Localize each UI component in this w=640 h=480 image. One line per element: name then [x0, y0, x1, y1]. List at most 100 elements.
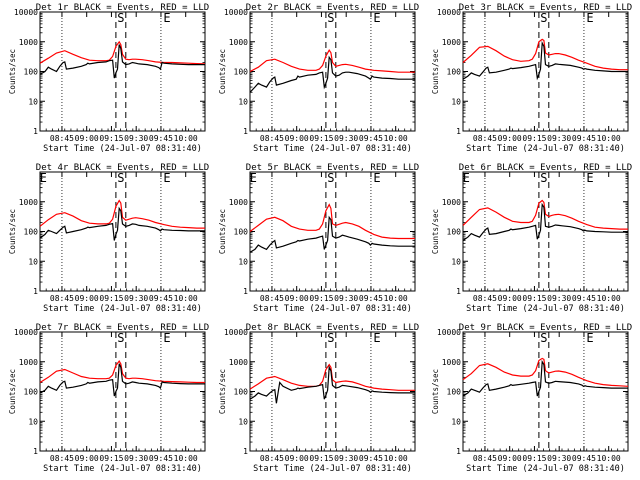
- lld-series-line: [249, 49, 415, 73]
- plot-frame: [39, 331, 206, 452]
- x-tick-label: 08:45: [473, 134, 497, 143]
- x-tick-label: 10:00: [384, 294, 408, 303]
- x-tick-label: 09:30: [547, 134, 571, 143]
- x-tick-label: 08:45: [260, 454, 284, 463]
- x-tick-label: 09:15: [309, 134, 333, 143]
- y-axis-label: Counts/sec: [8, 369, 17, 414]
- y-tick-label: 100: [234, 228, 249, 237]
- plot-frame: [39, 171, 206, 292]
- x-tick-label: 09:45: [149, 134, 173, 143]
- x-tick-label: 09:00: [75, 134, 99, 143]
- y-tick-label: 1000: [229, 358, 248, 367]
- x-tick-label: 08:45: [473, 294, 497, 303]
- x-axis-label: Start Time (24-Jul-07 08:31:40): [253, 464, 412, 474]
- y-tick-label: 10000: [224, 8, 248, 17]
- y-axis-label: Counts/sec: [8, 49, 17, 94]
- events-series-line: [462, 359, 628, 397]
- x-axis-label: Start Time (24-Jul-07 08:31:40): [466, 464, 625, 474]
- y-tick-label: 10: [451, 417, 461, 426]
- x-tick-label: 10:00: [597, 294, 621, 303]
- panel-title: Det 4r BLACK = Events, RED = LLD: [36, 163, 209, 173]
- panel-title: Det 2r BLACK = Events, RED = LLD: [246, 3, 419, 13]
- detector-panel-4: Det 4r BLACK = Events, RED = LLD 1 10 100 10…: [8, 163, 209, 314]
- flare-marker-label: S: [117, 11, 124, 25]
- flare-marker-label: E: [163, 331, 170, 345]
- x-tick-label: 09:15: [309, 454, 333, 463]
- x-tick-label: 08:45: [260, 294, 284, 303]
- x-axis-label: Start Time (24-Jul-07 08:31:40): [466, 144, 625, 154]
- x-tick-label: 08:45: [260, 134, 284, 143]
- panel-title: Det 9r BLACK = Events, RED = LLD: [459, 323, 632, 333]
- x-tick-label: 10:00: [384, 134, 408, 143]
- y-tick-label: 100: [234, 68, 249, 77]
- events-series-line: [39, 363, 205, 397]
- y-axis-label: Counts/sec: [218, 49, 227, 94]
- y-tick-label: 100: [24, 228, 39, 237]
- x-tick-label: 09:15: [309, 294, 333, 303]
- y-tick-label: 1000: [229, 38, 248, 47]
- lld-series-line: [462, 38, 628, 71]
- panel-title: Det 7r BLACK = Events, RED = LLD: [36, 323, 209, 333]
- x-tick-label: 09:45: [572, 134, 596, 143]
- detector-panel-6: Det 6r BLACK = Events, RED = LLD 1 10 100 10…: [431, 163, 632, 314]
- y-tick-label: 10000: [14, 8, 38, 17]
- x-tick-label: 09:00: [75, 454, 99, 463]
- flare-marker-label: S: [117, 331, 124, 345]
- x-tick-label: 09:45: [359, 294, 383, 303]
- x-tick-label: 09:00: [498, 294, 522, 303]
- panel-title: Det 8r BLACK = Events, RED = LLD: [246, 323, 419, 333]
- y-tick-label: 1: [33, 127, 38, 136]
- lld-series-line: [39, 360, 205, 384]
- y-tick-label: 10000: [224, 328, 248, 337]
- y-tick-label: 10: [451, 97, 461, 106]
- x-tick-label: 09:15: [99, 294, 123, 303]
- y-tick-label: 1: [243, 127, 248, 136]
- x-tick-label: 08:45: [50, 454, 74, 463]
- x-axis-label: Start Time (24-Jul-07 08:31:40): [43, 304, 202, 314]
- x-axis-label: Start Time (24-Jul-07 08:31:40): [43, 144, 202, 154]
- y-axis-label: Counts/sec: [431, 369, 440, 414]
- flare-marker-label: S: [540, 331, 547, 345]
- y-tick-label: 10000: [437, 8, 461, 17]
- x-axis-label: Start Time (24-Jul-07 08:31:40): [466, 304, 625, 314]
- x-axis-label: Start Time (24-Jul-07 08:31:40): [253, 304, 412, 314]
- y-tick-label: 1000: [229, 198, 248, 207]
- x-tick-label: 09:30: [334, 454, 358, 463]
- x-tick-label: 10:00: [174, 134, 198, 143]
- lld-series-line: [39, 40, 206, 65]
- x-tick-label: 09:00: [498, 134, 522, 143]
- events-series-line: [462, 40, 628, 81]
- x-tick-label: 09:30: [124, 134, 148, 143]
- y-tick-label: 10: [238, 417, 248, 426]
- detector-panel-7: Det 7r BLACK = Events, RED = LLD 1 10 100 10…: [8, 323, 209, 474]
- x-tick-label: 10:00: [597, 454, 621, 463]
- x-tick-label: 09:30: [124, 294, 148, 303]
- x-tick-label: 08:45: [50, 134, 74, 143]
- lld-series-line: [249, 363, 415, 391]
- x-tick-label: 10:00: [597, 134, 621, 143]
- flare-marker-label: S: [540, 171, 547, 185]
- y-tick-label: 1: [456, 287, 461, 296]
- y-tick-label: 1: [456, 447, 461, 456]
- flare-marker-label: E: [163, 11, 170, 25]
- events-series-line: [249, 365, 415, 404]
- flare-marker-label: E: [373, 331, 380, 345]
- flare-marker-label: S: [327, 331, 334, 345]
- y-tick-label: 100: [447, 388, 462, 397]
- x-tick-label: 09:00: [498, 454, 522, 463]
- flare-marker-label: E: [463, 171, 470, 185]
- plot-frame: [462, 331, 629, 452]
- x-tick-label: 09:15: [522, 134, 546, 143]
- x-tick-label: 09:00: [285, 134, 309, 143]
- flare-marker-label: S: [327, 171, 334, 185]
- y-tick-label: 10000: [14, 328, 38, 337]
- y-tick-label: 10: [28, 417, 38, 426]
- y-tick-label: 100: [24, 388, 39, 397]
- flare-marker-label: E: [373, 171, 380, 185]
- panel-title: Det 1r BLACK = Events, RED = LLD: [36, 3, 209, 13]
- events-series-line: [462, 202, 628, 241]
- y-axis-label: Counts/sec: [431, 49, 440, 94]
- flare-marker-label: S: [540, 11, 547, 25]
- x-tick-label: 09:15: [522, 454, 546, 463]
